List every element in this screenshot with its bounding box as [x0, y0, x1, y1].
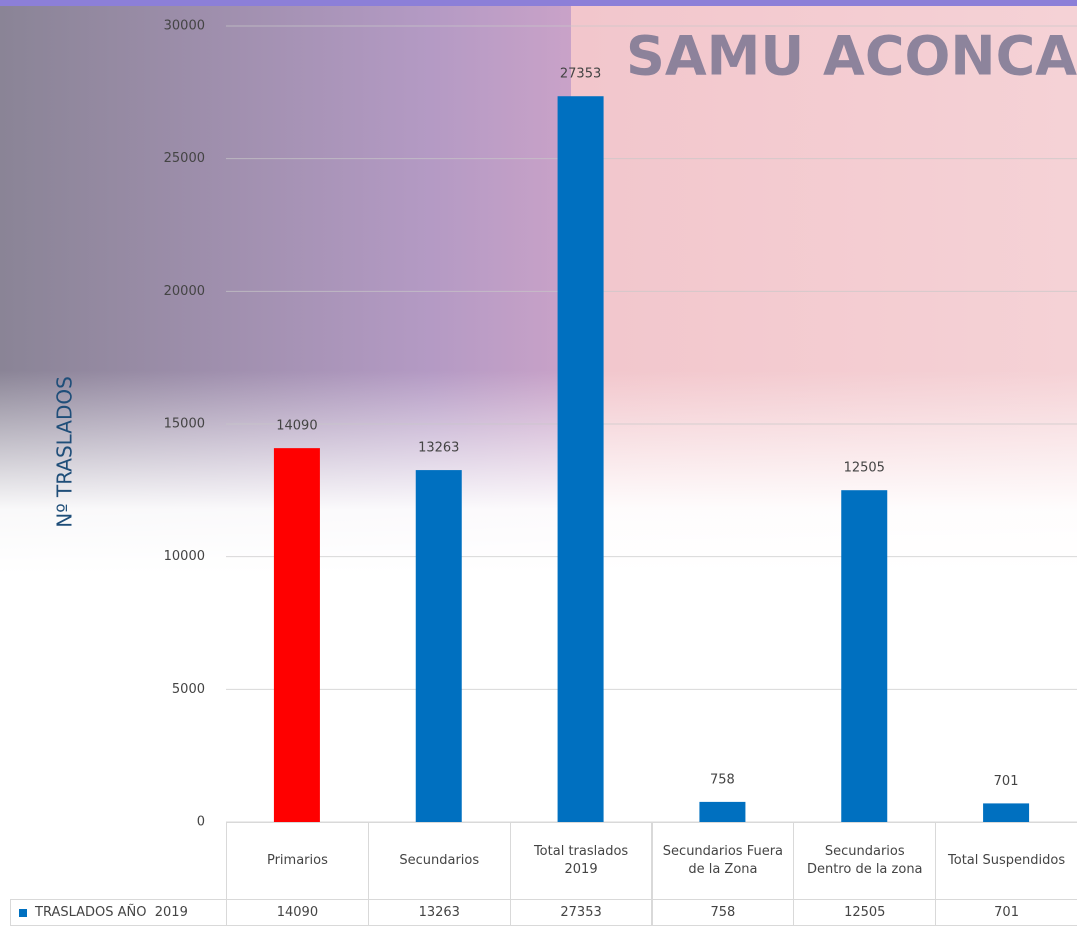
legend-cell: TRASLADOS AÑO 2019 — [10, 899, 227, 926]
bar — [983, 803, 1029, 822]
table-value-text: 13263 — [419, 904, 460, 922]
y-tick-label: 20000 — [164, 284, 205, 299]
category-cell: Secundarios Dentro de la zona — [793, 822, 936, 900]
table-value-text: 27353 — [560, 904, 601, 922]
category-cell-text: Secundarios Fuera de la Zona — [661, 843, 786, 878]
category-cell-text: Total Suspendidos — [948, 852, 1065, 870]
category-cell-text: Total traslados 2019 — [519, 843, 644, 878]
table-value: 27353 — [510, 899, 653, 926]
table-value-text: 12505 — [844, 904, 885, 922]
y-axis-label: Nº TRASLADOS — [53, 376, 77, 528]
value-label: 12505 — [844, 461, 885, 476]
y-tick-label: 25000 — [164, 151, 205, 166]
chart-page: SAMU ACONCA Nº TRASLADOS 0 5000 10000 15000… — [0, 0, 1077, 926]
category-cell-text: Secundarios Dentro de la zona — [802, 843, 927, 878]
category-cell-text: Secundarios — [399, 852, 479, 870]
bar — [416, 470, 462, 822]
background-text: SAMU ACONCA — [626, 25, 1077, 88]
value-label: 14090 — [276, 419, 317, 434]
y-tick-label: 10000 — [164, 549, 205, 564]
value-label: 13263 — [418, 441, 459, 456]
category-cell: Total Suspendidos — [935, 822, 1077, 900]
bar — [699, 802, 745, 822]
value-label: 701 — [994, 774, 1019, 789]
category-cell: Secundarios — [368, 822, 511, 900]
bar — [841, 490, 887, 822]
value-label: 27353 — [560, 67, 601, 82]
y-tick-label: 15000 — [164, 417, 205, 432]
legend-swatch — [19, 909, 27, 917]
table-value-text: 14090 — [277, 904, 318, 922]
y-tick-label: 5000 — [172, 682, 205, 697]
table-value-text: 758 — [711, 904, 736, 922]
table-value: 14090 — [226, 899, 369, 926]
category-cell-text: Primarios — [267, 852, 328, 870]
bar — [274, 448, 320, 822]
category-cell: Secundarios Fuera de la Zona — [652, 822, 795, 900]
value-label: 758 — [710, 772, 735, 787]
category-cell: Total traslados 2019 — [510, 822, 653, 900]
bar — [558, 96, 604, 822]
table-value: 12505 — [793, 899, 936, 926]
category-cell: Primarios — [226, 822, 369, 900]
table-value: 701 — [935, 899, 1077, 926]
y-tick-label: 30000 — [164, 19, 205, 34]
chart: SAMU ACONCA Nº TRASLADOS 0 5000 10000 15000… — [0, 0, 1077, 926]
table-value: 758 — [652, 899, 795, 926]
legend-cell-text: TRASLADOS AÑO 2019 — [35, 904, 188, 922]
table-value-text: 701 — [994, 904, 1019, 922]
y-tick-label: 0 — [197, 815, 205, 830]
table-value: 13263 — [368, 899, 511, 926]
